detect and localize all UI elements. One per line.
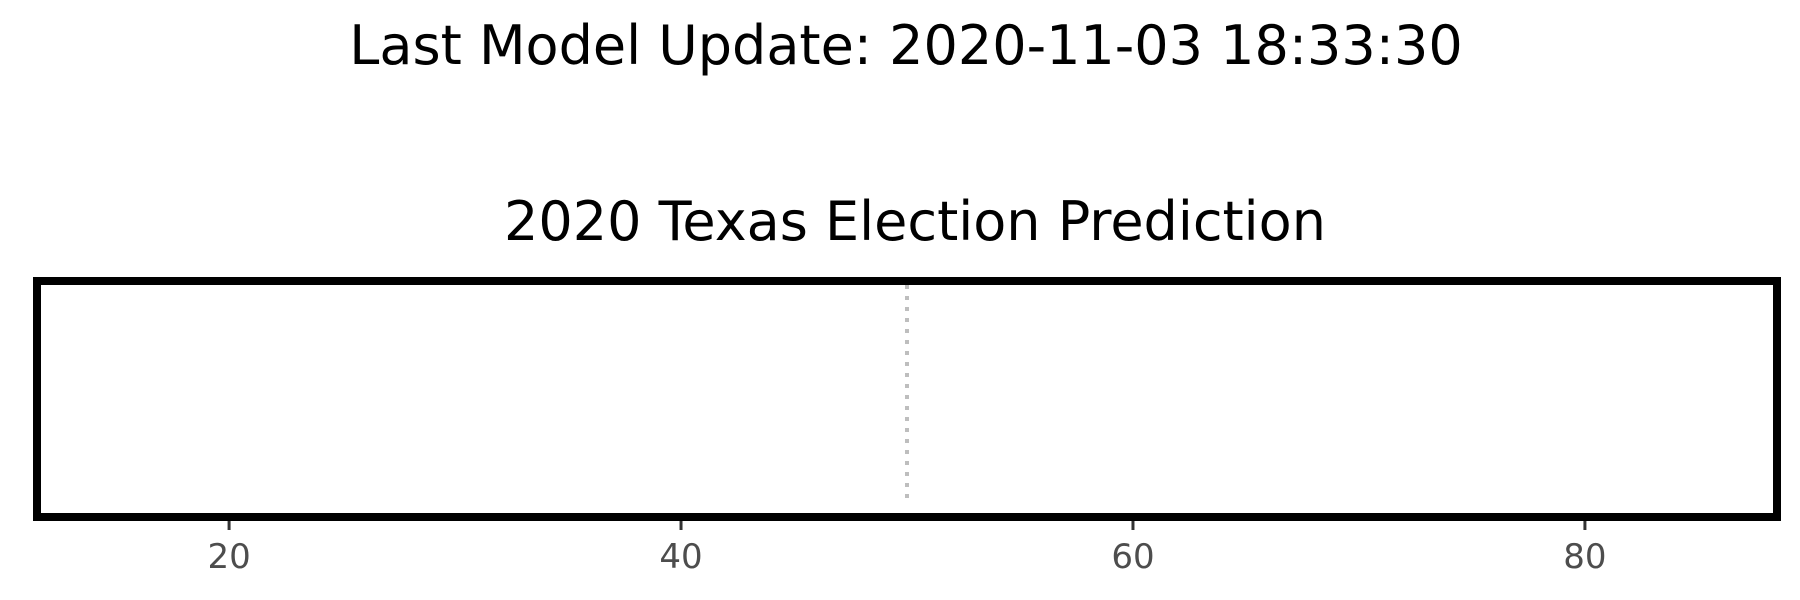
x-tick-label: 20: [207, 537, 250, 577]
x-tick-label: 60: [1111, 537, 1154, 577]
chart-title: 2020 Texas Election Prediction: [504, 190, 1326, 253]
plot-area: [33, 277, 1781, 521]
x-tick-label: 40: [659, 537, 702, 577]
x-tick-label: 80: [1563, 537, 1606, 577]
x-axis: 20 40 60 80: [207, 521, 1607, 577]
last-model-update: Last Model Update: 2020-11-03 18:33:30: [349, 14, 1462, 77]
